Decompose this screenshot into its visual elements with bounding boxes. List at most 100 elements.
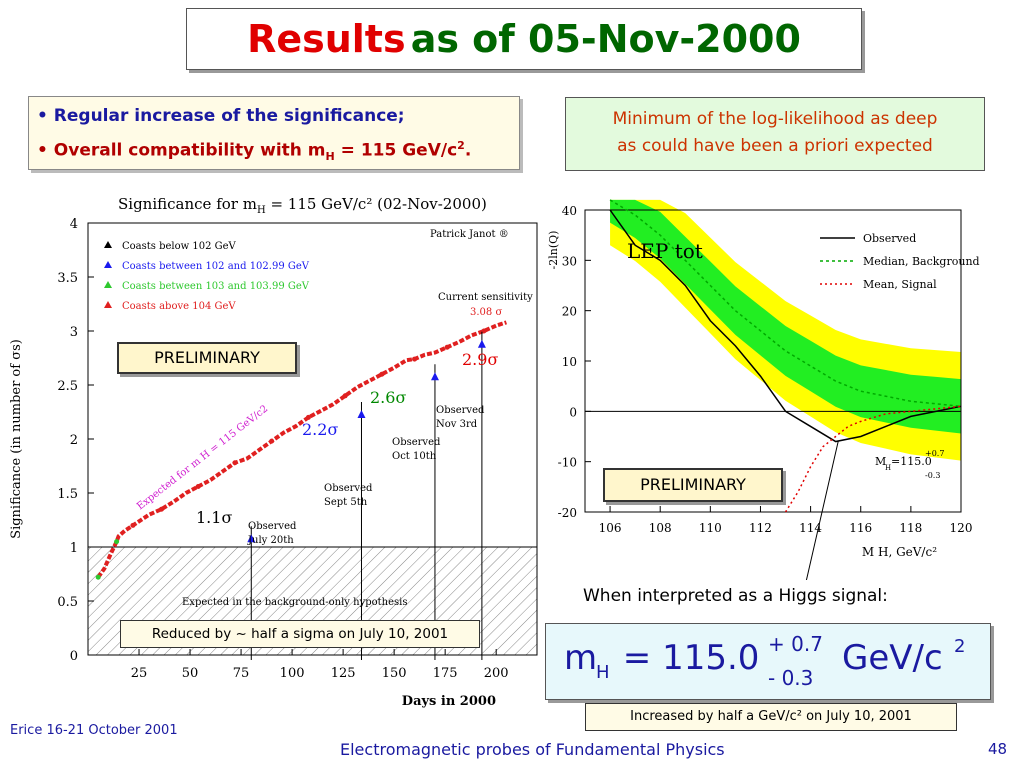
- data-point: [444, 344, 450, 350]
- chart-title-main: Significance for m: [118, 195, 257, 213]
- footer-conference: Erice 16-21 October 2001: [10, 723, 178, 738]
- y-tick-label: 1.5: [57, 487, 78, 502]
- mass-label: M: [875, 455, 886, 468]
- sigma-annotation: 2.6σ: [370, 388, 406, 407]
- x-tick-label: 50: [182, 666, 199, 681]
- mean-signal-curve: [784, 405, 962, 513]
- observed-date: July 20th: [247, 535, 294, 546]
- x-tick-label: 120: [950, 521, 973, 535]
- bullet2-sup: 2: [457, 139, 465, 152]
- median-background-curve: [609, 199, 962, 408]
- sigma-annotation: 2.2σ: [302, 420, 338, 439]
- observed-label: Observed: [248, 521, 297, 532]
- x-tick-label: 112: [749, 521, 772, 535]
- y-tick-label: 0.5: [57, 595, 78, 610]
- data-point: [342, 393, 348, 399]
- y-tick-label: 2: [70, 433, 78, 448]
- lep-tot-label: LEP tot: [627, 239, 703, 263]
- x-tick-label: 125: [331, 666, 356, 681]
- significance-curve: [96, 320, 507, 579]
- data-point: [232, 460, 238, 466]
- data-point: [114, 539, 120, 545]
- chart-title: Significance for mH = 115 GeV/c² (02-Nov…: [118, 195, 487, 216]
- current-sensitivity-value: 3.08 σ: [470, 307, 502, 318]
- observation-marker: [477, 339, 486, 348]
- x-tick-label: 175: [433, 666, 458, 681]
- chart-author: Patrick Janot ®: [430, 229, 509, 240]
- y-tick-label: 3: [70, 325, 78, 340]
- bullet-regular-increase: • Regular increase of the significance;: [37, 106, 405, 126]
- chart-title-rest: = 115 GeV/c² (02-Nov-2000): [266, 195, 487, 213]
- bullet2-sub: H: [325, 150, 335, 164]
- minimum-loglikelihood-box: Minimum of the log-likelihood as deep as…: [565, 97, 985, 171]
- increased-note: Increased by half a GeV/c² on July 10, 2…: [585, 703, 957, 731]
- observation-marker: [430, 372, 439, 381]
- legend-marker: [104, 261, 112, 268]
- x-tick-label: 114: [799, 521, 822, 535]
- sigma-annotation: 1.1σ: [196, 508, 232, 527]
- footer-talk-title: Electromagnetic probes of Fundamental Ph…: [340, 740, 725, 759]
- x-tick-label: 110: [699, 521, 722, 535]
- bullet-box: • Regular increase of the significance; …: [28, 96, 520, 170]
- x-tick-label: 108: [649, 521, 672, 535]
- observed-label: Observed: [436, 405, 485, 416]
- data-point: [305, 414, 311, 420]
- legend-entry: Coasts between 102 and 102.99 GeV: [122, 261, 310, 272]
- data-point: [130, 522, 136, 528]
- x-tick-label: 100: [280, 666, 305, 681]
- legend-marker: [104, 301, 112, 308]
- legend-marker: [104, 241, 112, 248]
- y-tick-label: 0: [569, 405, 577, 419]
- observation-marker: [357, 410, 366, 418]
- loglikelihood-chart: 40 30 20 10 0 -10 -20 106 108 110 112 114 116 118 120 M…: [547, 199, 980, 580]
- y-axis-label: Significance (in number of σs): [9, 339, 24, 539]
- arrow-to-result: [805, 441, 839, 580]
- observed-date: Sept 5th: [324, 497, 368, 508]
- mh-value: = 115.0: [612, 638, 760, 678]
- bullet2-text: • Overall compatibility with m: [37, 140, 326, 161]
- legend-entry: Coasts between 103 and 103.99 GeV: [122, 281, 310, 292]
- x-tick-label: 200: [484, 666, 509, 681]
- data-point: [195, 484, 201, 490]
- one-sigma-band: [610, 199, 961, 434]
- observation-marker: [247, 534, 256, 543]
- mh-error-minus: - 0.3: [768, 666, 814, 690]
- data-point: [269, 438, 275, 444]
- mass-sub: H: [885, 464, 891, 472]
- title-date: as of 05-Nov-2000: [410, 17, 801, 61]
- mh-unit-sup: 2: [954, 636, 966, 657]
- observed-label: Observed: [392, 437, 441, 448]
- legend-marker: [104, 281, 112, 288]
- y-tick-label: 0: [70, 649, 78, 664]
- data-point: [379, 371, 385, 377]
- legend-entry: Coasts below 102 GeV: [122, 241, 237, 252]
- y-tick-label: 2.5: [57, 379, 78, 394]
- mass-minus: -0.3: [925, 471, 940, 480]
- preliminary-label-left: PRELIMINARY: [117, 342, 297, 374]
- reduced-note: Reduced by ~ half a sigma on July 10, 20…: [120, 620, 480, 648]
- y-tick-label: 20: [562, 305, 577, 319]
- bullet-compatibility: • Overall compatibility with mH = 115 Ge…: [37, 131, 511, 172]
- observed-date: Nov 3rd: [436, 419, 478, 430]
- page-number: 48: [988, 740, 1008, 758]
- x-tick-label: 75: [233, 666, 250, 681]
- observed-date: Oct 10th: [392, 451, 437, 462]
- observed-curve: [609, 209, 962, 443]
- mass-value: =115.0: [891, 455, 932, 468]
- y-tick-label: 3.5: [57, 271, 78, 286]
- title-results: Results: [247, 17, 406, 61]
- min-line2: as could have been a priori expected: [617, 136, 933, 156]
- legend-entry: Observed: [863, 232, 916, 245]
- y-tick-label: 30: [562, 254, 577, 268]
- preliminary-label-right: PRELIMINARY: [603, 468, 783, 502]
- y-tick-label: 4: [70, 217, 78, 232]
- legend-entry: Median, Background: [863, 255, 980, 268]
- data-point: [95, 574, 101, 580]
- slide-title: Results as of 05-Nov-2000: [186, 8, 862, 70]
- y-axis-label: -2ln(Q): [547, 231, 560, 270]
- bullet2-post: = 115 GeV/c: [334, 140, 458, 161]
- x-tick-label: 118: [899, 521, 922, 535]
- y-tick-label: -10: [558, 456, 577, 470]
- legend-entry: Coasts above 104 GeV: [122, 301, 236, 312]
- x-tick-label: 150: [382, 666, 407, 681]
